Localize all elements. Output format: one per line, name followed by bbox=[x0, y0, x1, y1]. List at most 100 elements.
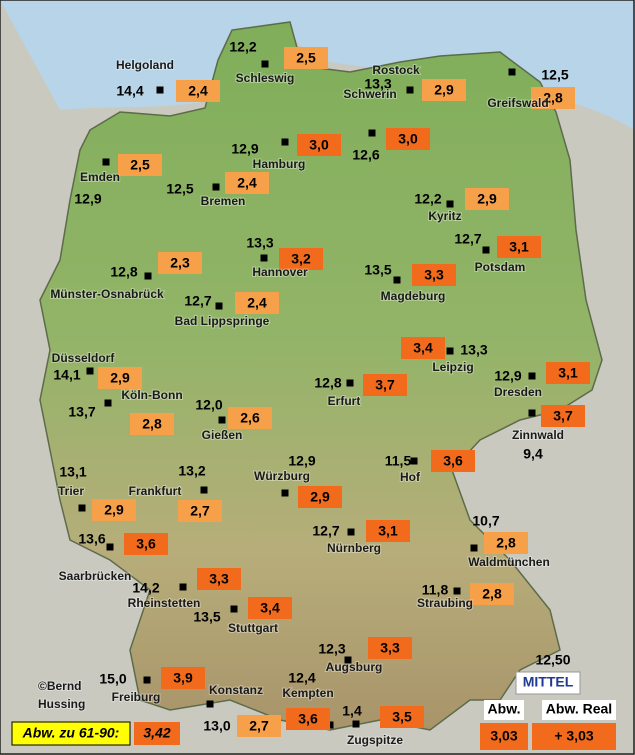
anomaly: 3,1 bbox=[509, 239, 529, 255]
anomaly-box bbox=[363, 374, 407, 396]
anomaly: 3,0 bbox=[398, 131, 418, 147]
anomaly-box bbox=[401, 337, 445, 359]
anomaly-box bbox=[130, 413, 174, 435]
temperature: 11,8 bbox=[422, 582, 449, 598]
station-marker bbox=[470, 544, 478, 552]
legend-label-box bbox=[11, 721, 131, 746]
anomaly-box bbox=[279, 248, 323, 270]
station-marker bbox=[352, 720, 360, 728]
temperature: 13,2 bbox=[178, 463, 205, 479]
anomaly: 2,9 bbox=[104, 502, 124, 518]
station-name: Würzburg bbox=[254, 469, 310, 483]
temperature: 13,5 bbox=[364, 262, 391, 278]
anomaly: 2,9 bbox=[110, 370, 130, 386]
anomaly-box bbox=[497, 236, 541, 258]
station-marker bbox=[156, 86, 164, 94]
mean-anomaly-box bbox=[480, 723, 528, 750]
header-box bbox=[542, 700, 616, 720]
legend-value-box bbox=[134, 722, 180, 745]
anomaly-box bbox=[158, 252, 202, 274]
country-outline bbox=[39, 21, 603, 731]
station-name: Gießen bbox=[202, 428, 243, 442]
station-name: Bad Lippspringe bbox=[175, 314, 270, 328]
anomaly: 3,9 bbox=[173, 670, 193, 686]
anomaly: 3,7 bbox=[375, 377, 395, 393]
station-name: Nürnberg bbox=[327, 541, 381, 555]
temperature: 14,4 bbox=[116, 83, 143, 99]
mean-temperature: 12,50 bbox=[535, 652, 570, 668]
anomaly: 3,3 bbox=[209, 571, 229, 587]
station-marker bbox=[144, 272, 152, 280]
station-marker bbox=[393, 276, 401, 284]
temperature: 12,7 bbox=[312, 523, 339, 539]
anomaly-box bbox=[235, 292, 279, 314]
anomaly: 3,6 bbox=[136, 536, 156, 552]
anomaly-box bbox=[228, 407, 272, 429]
temperature: 13,7 bbox=[68, 404, 95, 420]
anomaly: 3,4 bbox=[260, 600, 280, 616]
temperature: 13,3 bbox=[364, 76, 391, 92]
anomaly-box bbox=[541, 405, 585, 427]
temperature: 12,9 bbox=[231, 141, 258, 157]
station-marker bbox=[218, 416, 226, 424]
anomaly-box bbox=[237, 715, 281, 737]
anomaly-box bbox=[422, 79, 466, 101]
temperature: 12,6 bbox=[352, 147, 379, 163]
real-header: Abw. Real bbox=[546, 701, 612, 717]
anomaly: 2,3 bbox=[170, 255, 190, 271]
station-marker bbox=[528, 409, 536, 417]
anomaly-box bbox=[297, 134, 341, 156]
station-marker bbox=[346, 379, 354, 387]
station-marker bbox=[212, 183, 220, 191]
station-marker bbox=[102, 158, 110, 166]
station-marker bbox=[482, 246, 490, 254]
station-name: Stuttgart bbox=[228, 621, 278, 635]
mean-label-box bbox=[515, 671, 581, 695]
temperature: 14,2 bbox=[132, 580, 159, 596]
anomaly: 2,9 bbox=[477, 191, 497, 207]
anomaly: 2,9 bbox=[310, 489, 330, 505]
station-name: Rheinstetten bbox=[128, 596, 201, 610]
temperature: 13,1 bbox=[59, 464, 86, 480]
anomaly-box bbox=[298, 486, 342, 508]
station-name: Dresden bbox=[494, 385, 542, 399]
station-marker bbox=[281, 489, 289, 497]
credit: Hussing bbox=[38, 697, 85, 711]
station-marker bbox=[406, 86, 414, 94]
anomaly-box bbox=[431, 450, 475, 472]
temperature: 12,2 bbox=[229, 39, 256, 55]
real-anomaly-box bbox=[532, 723, 616, 750]
station-marker bbox=[104, 399, 112, 407]
temperature: 13,0 bbox=[203, 718, 230, 734]
station-name: Freiburg bbox=[112, 690, 161, 704]
station-marker bbox=[281, 138, 289, 146]
station-marker bbox=[344, 656, 352, 664]
station-marker bbox=[261, 60, 269, 68]
anomaly-box bbox=[248, 597, 292, 619]
anomaly-box bbox=[98, 367, 142, 389]
station-name: Leipzig bbox=[432, 360, 473, 374]
temperature: 14,1 bbox=[53, 367, 80, 383]
station-name: Schwerin bbox=[343, 87, 396, 101]
anomaly: 2,8 bbox=[543, 90, 563, 106]
station-name: Saarbrücken bbox=[59, 569, 132, 583]
temperature: 12,8 bbox=[110, 264, 137, 280]
station-name: Frankfurt bbox=[129, 484, 182, 498]
anomaly: 2,4 bbox=[188, 83, 208, 99]
anomaly-box bbox=[386, 128, 430, 150]
anomaly-box bbox=[531, 87, 575, 109]
anomaly: 3,6 bbox=[298, 711, 318, 727]
station-name: Kempten bbox=[282, 686, 333, 700]
station-name: Köln-Bonn bbox=[121, 388, 182, 402]
anomaly: 3,5 bbox=[392, 709, 412, 725]
anomaly-box bbox=[92, 499, 136, 521]
temperature: 9,4 bbox=[523, 446, 543, 462]
anomaly: 3,4 bbox=[413, 340, 433, 356]
anomaly-box bbox=[197, 568, 241, 590]
temperature: 12,4 bbox=[288, 670, 315, 686]
temperature: 12,9 bbox=[74, 191, 101, 207]
anomaly-box bbox=[284, 47, 328, 69]
anomaly: 3,0 bbox=[309, 137, 329, 153]
